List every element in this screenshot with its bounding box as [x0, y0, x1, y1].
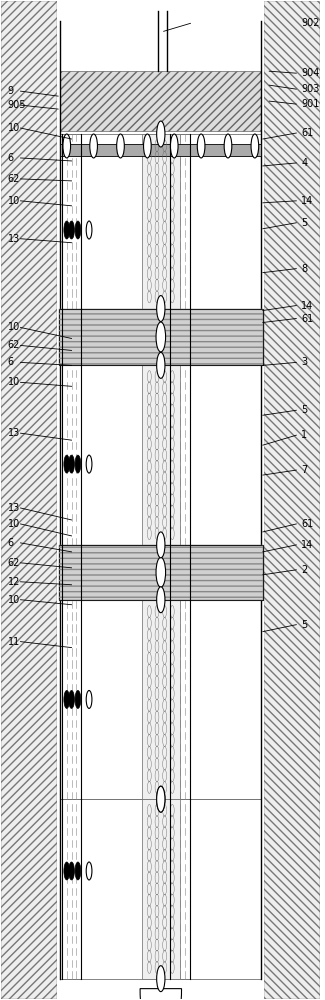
- Text: 6: 6: [8, 153, 14, 163]
- Text: 8: 8: [301, 264, 307, 274]
- Text: 10: 10: [8, 377, 20, 387]
- Circle shape: [157, 352, 165, 378]
- Circle shape: [197, 134, 205, 158]
- Circle shape: [69, 221, 74, 239]
- Bar: [59, 309, 263, 365]
- Text: 13: 13: [8, 503, 20, 513]
- Circle shape: [157, 966, 165, 992]
- Circle shape: [157, 786, 165, 812]
- Text: 4: 4: [301, 158, 307, 168]
- Text: 12: 12: [8, 577, 20, 587]
- Circle shape: [86, 690, 92, 708]
- Bar: [60, 134, 261, 309]
- Text: 5: 5: [301, 405, 307, 415]
- Bar: [59, 309, 263, 365]
- Text: 14: 14: [301, 196, 313, 206]
- Text: 62: 62: [8, 558, 20, 568]
- Text: 10: 10: [8, 519, 20, 529]
- Circle shape: [157, 121, 165, 147]
- Circle shape: [75, 455, 81, 473]
- Bar: [62, 134, 81, 309]
- Text: 6: 6: [8, 538, 14, 548]
- Bar: [142, 600, 180, 799]
- Circle shape: [156, 322, 166, 352]
- Circle shape: [75, 690, 81, 708]
- Circle shape: [64, 221, 70, 239]
- Bar: [170, 600, 189, 799]
- Circle shape: [64, 862, 70, 880]
- Bar: [62, 365, 81, 545]
- Circle shape: [170, 134, 178, 158]
- Text: 3: 3: [301, 357, 307, 367]
- Text: 903: 903: [301, 84, 319, 94]
- Circle shape: [64, 455, 70, 473]
- Circle shape: [224, 134, 232, 158]
- Text: 14: 14: [301, 540, 313, 550]
- Wedge shape: [140, 989, 182, 1000]
- Circle shape: [69, 690, 74, 708]
- Circle shape: [86, 862, 92, 880]
- Bar: [1, 1, 57, 999]
- Bar: [60, 600, 261, 799]
- Text: 11: 11: [8, 637, 20, 647]
- Text: 62: 62: [8, 174, 20, 184]
- Text: 10: 10: [8, 322, 20, 332]
- Circle shape: [90, 134, 97, 158]
- Circle shape: [86, 455, 92, 473]
- Circle shape: [251, 134, 259, 158]
- Bar: [170, 365, 189, 545]
- Bar: [60, 365, 261, 545]
- Bar: [59, 545, 263, 600]
- Text: 13: 13: [8, 234, 20, 244]
- Text: 904: 904: [301, 68, 319, 78]
- Text: 5: 5: [301, 620, 307, 630]
- Bar: [170, 799, 189, 979]
- Circle shape: [86, 221, 92, 239]
- Text: 61: 61: [301, 314, 313, 324]
- Bar: [62, 600, 81, 799]
- Circle shape: [64, 690, 70, 708]
- Bar: [60, 71, 261, 131]
- Text: 2: 2: [301, 565, 307, 575]
- Circle shape: [157, 786, 165, 812]
- Circle shape: [75, 862, 81, 880]
- Text: 1: 1: [301, 430, 307, 440]
- Text: 9: 9: [8, 86, 14, 96]
- Text: 10: 10: [8, 123, 20, 133]
- Circle shape: [63, 134, 71, 158]
- Text: 62: 62: [8, 340, 20, 350]
- Text: 61: 61: [301, 519, 313, 529]
- Text: 901: 901: [301, 99, 319, 109]
- Bar: [142, 365, 180, 545]
- Text: 14: 14: [301, 301, 313, 311]
- Text: 10: 10: [8, 595, 20, 605]
- Bar: [62, 799, 81, 979]
- Text: 902: 902: [301, 18, 319, 28]
- Bar: [59, 545, 263, 600]
- Circle shape: [117, 134, 124, 158]
- Text: 905: 905: [8, 100, 26, 110]
- Bar: [57, 1, 265, 999]
- Text: 61: 61: [301, 128, 313, 138]
- Circle shape: [157, 296, 165, 321]
- Circle shape: [157, 587, 165, 613]
- Text: 10: 10: [8, 196, 20, 206]
- Bar: [60, 144, 261, 156]
- Bar: [60, 799, 261, 979]
- Circle shape: [69, 455, 74, 473]
- Bar: [142, 799, 180, 979]
- Text: 7: 7: [301, 465, 307, 475]
- Bar: [170, 134, 189, 309]
- Bar: [265, 1, 320, 999]
- Text: 5: 5: [301, 218, 307, 228]
- Circle shape: [157, 532, 165, 558]
- Circle shape: [156, 557, 166, 587]
- Circle shape: [144, 134, 151, 158]
- Text: 6: 6: [8, 357, 14, 367]
- Bar: [142, 134, 180, 309]
- Circle shape: [75, 221, 81, 239]
- Text: 13: 13: [8, 428, 20, 438]
- Circle shape: [69, 862, 74, 880]
